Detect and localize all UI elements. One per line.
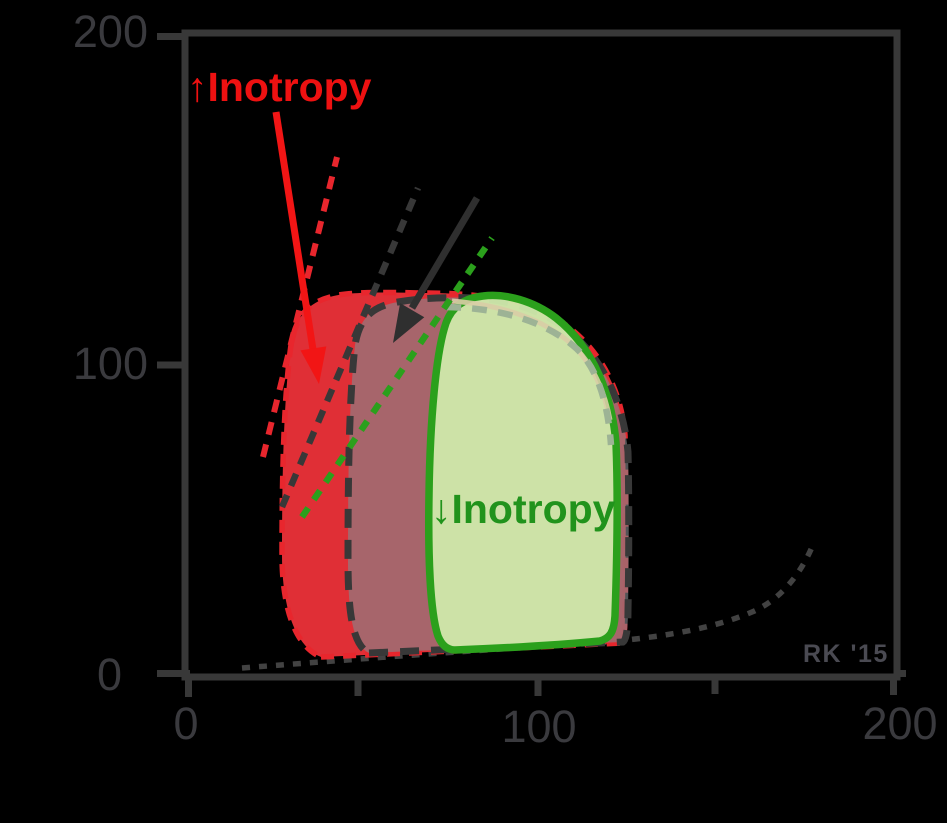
decreased-inotropy-label: ↓Inotropy (431, 486, 616, 532)
espvr-baseline-line (279, 186, 421, 509)
decreased-inotropy-loop (425, 291, 621, 654)
baseline-shift-arrow (393, 196, 481, 343)
y-tick-label-0: 0 (96, 649, 122, 700)
red-inotropy-arrow (272, 111, 327, 384)
x-tick-label-200: 200 (862, 698, 938, 749)
x-tick-label-100: 100 (501, 701, 577, 752)
y-tick-label-100: 100 (72, 338, 148, 389)
espvr-decreased-line (299, 236, 495, 519)
espvr-increased-line (260, 156, 340, 458)
axis-frame (157, 29, 906, 697)
x-tick-label-0: 0 (173, 698, 199, 749)
y-tick-label-200: 200 (72, 6, 148, 57)
signature-label: RK '15 (803, 640, 889, 668)
increased-inotropy-label: ↑Inotropy (187, 64, 372, 110)
baseline-top-through-green (445, 303, 615, 446)
